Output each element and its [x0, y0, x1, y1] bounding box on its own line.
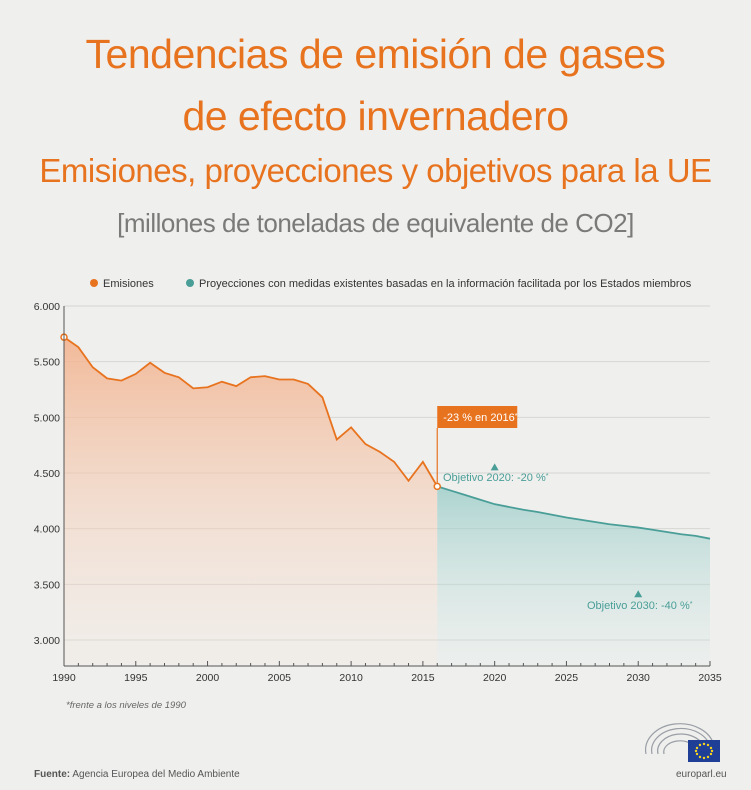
target-2030-marker [634, 590, 643, 598]
y-tick-label: 3.500 [34, 579, 60, 591]
x-tick-label: 2025 [555, 672, 579, 684]
x-tick-label: 1990 [52, 672, 76, 684]
target-2020-label: Objetivo 2020: -20 %* [443, 472, 549, 484]
series-areas [64, 337, 710, 666]
chart-legend: Emisiones Proyecciones con medidas existe… [90, 278, 692, 290]
annotation-label-2016: -23 % en 2016* [443, 412, 518, 424]
legend-label-projections: Proyecciones con medidas existentes basa… [199, 278, 692, 290]
target-2030-label: Objetivo 2030: -40 %* [587, 600, 693, 612]
x-tick-label: 2015 [411, 672, 435, 684]
source-label: Fuente: [34, 769, 71, 780]
chart-subtitle: Emisiones, proyecciones y objetivos para… [39, 152, 712, 189]
x-tick-label: 2035 [698, 672, 722, 684]
annotation-box-2016 [437, 406, 518, 428]
x-tick-label: 2030 [627, 672, 651, 684]
x-tick-label: 2000 [196, 672, 220, 684]
site-url: europarl.eu [676, 769, 727, 780]
y-tick-label: 6.000 [34, 301, 60, 313]
footnote: *frente a los niveles de 1990 [66, 700, 186, 711]
annotations: -23 % en 2016* Objetivo 2020: -20 %* Objet… [436, 406, 693, 612]
projections-area [437, 486, 710, 666]
legend-marker-projections [186, 279, 194, 287]
emissions-2016-point [433, 482, 441, 491]
unit-label: [millones de toneladas de equivalente de… [117, 208, 634, 238]
legend-label-emissions: Emisiones [103, 278, 154, 290]
source-note: Fuente: Agencia Europea del Medio Ambien… [34, 769, 240, 780]
target-2020-marker [490, 463, 499, 471]
chart-title-line-2: de efecto invernadero [182, 93, 569, 139]
emissions-chart: Emisiones Proyecciones con medidas existe… [34, 278, 722, 684]
y-tick-label: 3.000 [34, 635, 60, 647]
x-tick-label: 2020 [483, 672, 507, 684]
legend-marker-emissions [90, 279, 98, 287]
projections-line [436, 485, 711, 540]
source-text: Agencia Europea del Medio Ambiente [72, 769, 240, 780]
chart-title-line-1: Tendencias de emisión de gases [85, 31, 666, 77]
x-tick-label: 2005 [268, 672, 292, 684]
y-tick-label: 4.500 [34, 468, 60, 480]
european-parliament-logo [640, 716, 726, 771]
emissions-line [63, 336, 439, 487]
y-tick-label: 5.000 [34, 412, 60, 424]
emissions-area [64, 337, 438, 666]
y-tick-label: 5.500 [34, 357, 60, 369]
x-tick-label: 1995 [124, 672, 148, 684]
series-lines [60, 333, 711, 540]
x-tick-label: 2010 [339, 672, 363, 684]
y-tick-label: 4.000 [34, 524, 60, 536]
axes: 6.000 5.500 5.000 4.500 4.000 3.500 3.000 1990 1… [34, 301, 722, 684]
